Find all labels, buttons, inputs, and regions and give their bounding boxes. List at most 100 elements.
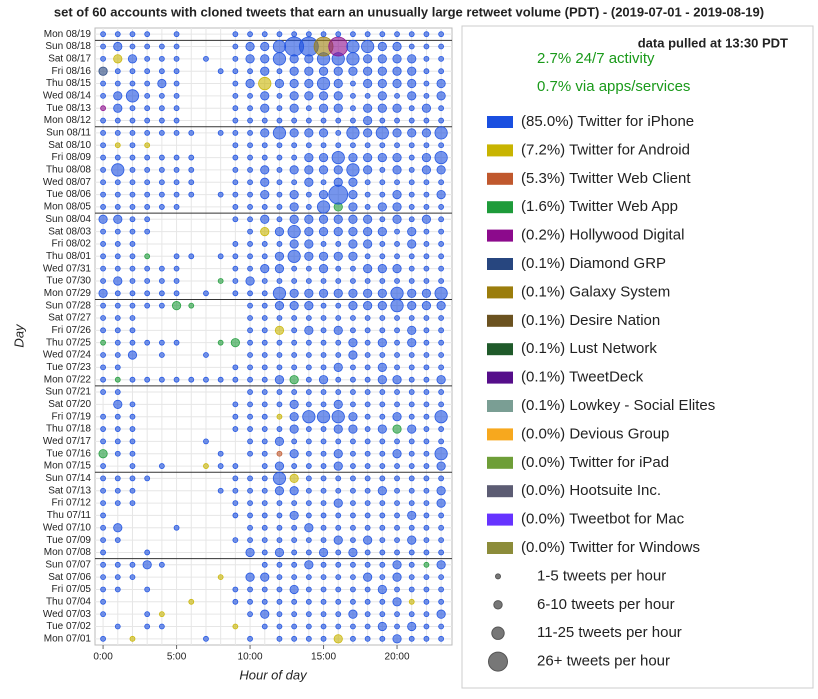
bubble: [158, 278, 165, 284]
bubble: [272, 39, 287, 54]
x-axis-label: Hour of day: [239, 667, 308, 682]
bubble: [407, 91, 417, 101]
bubble: [173, 117, 180, 124]
bubble: [144, 623, 151, 630]
bubble: [100, 278, 106, 284]
size-legend-marker: [491, 626, 505, 640]
bubble: [144, 142, 151, 149]
bubble: [438, 142, 445, 149]
bubble: [158, 154, 165, 161]
bubble: [144, 339, 151, 346]
bubble: [320, 241, 327, 247]
bubble: [423, 401, 430, 408]
bubble: [144, 302, 151, 309]
bubble: [320, 426, 327, 432]
bubble: [423, 524, 430, 531]
bubble: [114, 487, 121, 494]
bubble: [408, 524, 415, 531]
bubble: [129, 117, 136, 124]
bubble: [364, 426, 371, 432]
bubble: [217, 191, 224, 198]
bubble: [408, 376, 415, 383]
bubble: [438, 426, 445, 432]
bubble: [203, 438, 209, 445]
bubble: [392, 264, 402, 274]
bubble: [423, 500, 430, 506]
bubble: [173, 265, 180, 272]
bubble: [261, 154, 268, 161]
legend-label: (1.6%) Twitter Web App: [521, 198, 678, 215]
bubble: [304, 288, 314, 298]
bubble: [377, 288, 387, 298]
bubble: [188, 302, 195, 309]
bubble: [188, 154, 195, 161]
bubble: [232, 167, 239, 173]
bubble: [158, 352, 165, 358]
bubble: [438, 105, 445, 112]
bubble: [144, 204, 151, 210]
y-tick-label: Thu 08/08: [46, 165, 91, 176]
bubble: [114, 179, 121, 186]
bubble: [346, 126, 360, 140]
bubble: [305, 537, 312, 544]
bubble: [379, 31, 386, 38]
bubble: [173, 376, 180, 383]
bubble: [291, 611, 298, 618]
bubble: [408, 31, 415, 38]
bubble: [289, 66, 299, 76]
bubble: [247, 167, 253, 173]
bubble: [364, 278, 371, 284]
bubble: [114, 315, 121, 321]
bubble: [423, 413, 430, 420]
bubble: [394, 500, 400, 506]
y-tick-label: Wed 07/31: [43, 263, 92, 274]
bubble: [289, 91, 299, 101]
bubble: [173, 80, 180, 87]
bubble: [276, 92, 283, 99]
bubble: [158, 68, 165, 75]
y-tick-label: Wed 07/03: [43, 609, 92, 620]
bubble: [100, 352, 106, 358]
bubble: [276, 389, 283, 395]
bubble: [276, 315, 283, 321]
bubble: [144, 228, 151, 235]
bubble: [129, 265, 136, 272]
bubble: [261, 426, 268, 432]
y-tick-label: Tue 07/09: [46, 535, 91, 546]
bubble: [247, 228, 253, 235]
bubble: [171, 301, 182, 311]
bubble: [291, 524, 298, 531]
bubble: [408, 389, 415, 395]
y-tick-label: Tue 07/23: [46, 362, 91, 373]
bubble: [245, 572, 255, 582]
bubble: [276, 635, 283, 642]
bubble: [350, 574, 356, 581]
bubble: [291, 117, 298, 124]
bubble: [127, 350, 138, 360]
bubble: [113, 91, 123, 101]
bubble: [438, 586, 445, 593]
bubble: [350, 80, 356, 87]
bubble: [291, 352, 298, 358]
bubble: [129, 253, 136, 260]
bubble: [333, 634, 343, 644]
bubble: [375, 126, 389, 140]
bubble: [113, 276, 123, 286]
bubble: [247, 129, 253, 136]
bubble: [335, 352, 342, 358]
bubble: [158, 339, 165, 346]
bubble: [438, 278, 445, 284]
bubble: [247, 512, 253, 519]
bubble: [335, 623, 342, 630]
bubble: [408, 216, 415, 223]
bubble: [100, 487, 106, 494]
bubble: [379, 512, 386, 519]
bubble: [394, 327, 400, 334]
bubble: [392, 78, 402, 89]
bubble: [305, 500, 312, 506]
bubble: [144, 80, 151, 87]
bubble: [438, 598, 445, 605]
bubble: [217, 487, 224, 494]
bubble: [247, 413, 253, 420]
